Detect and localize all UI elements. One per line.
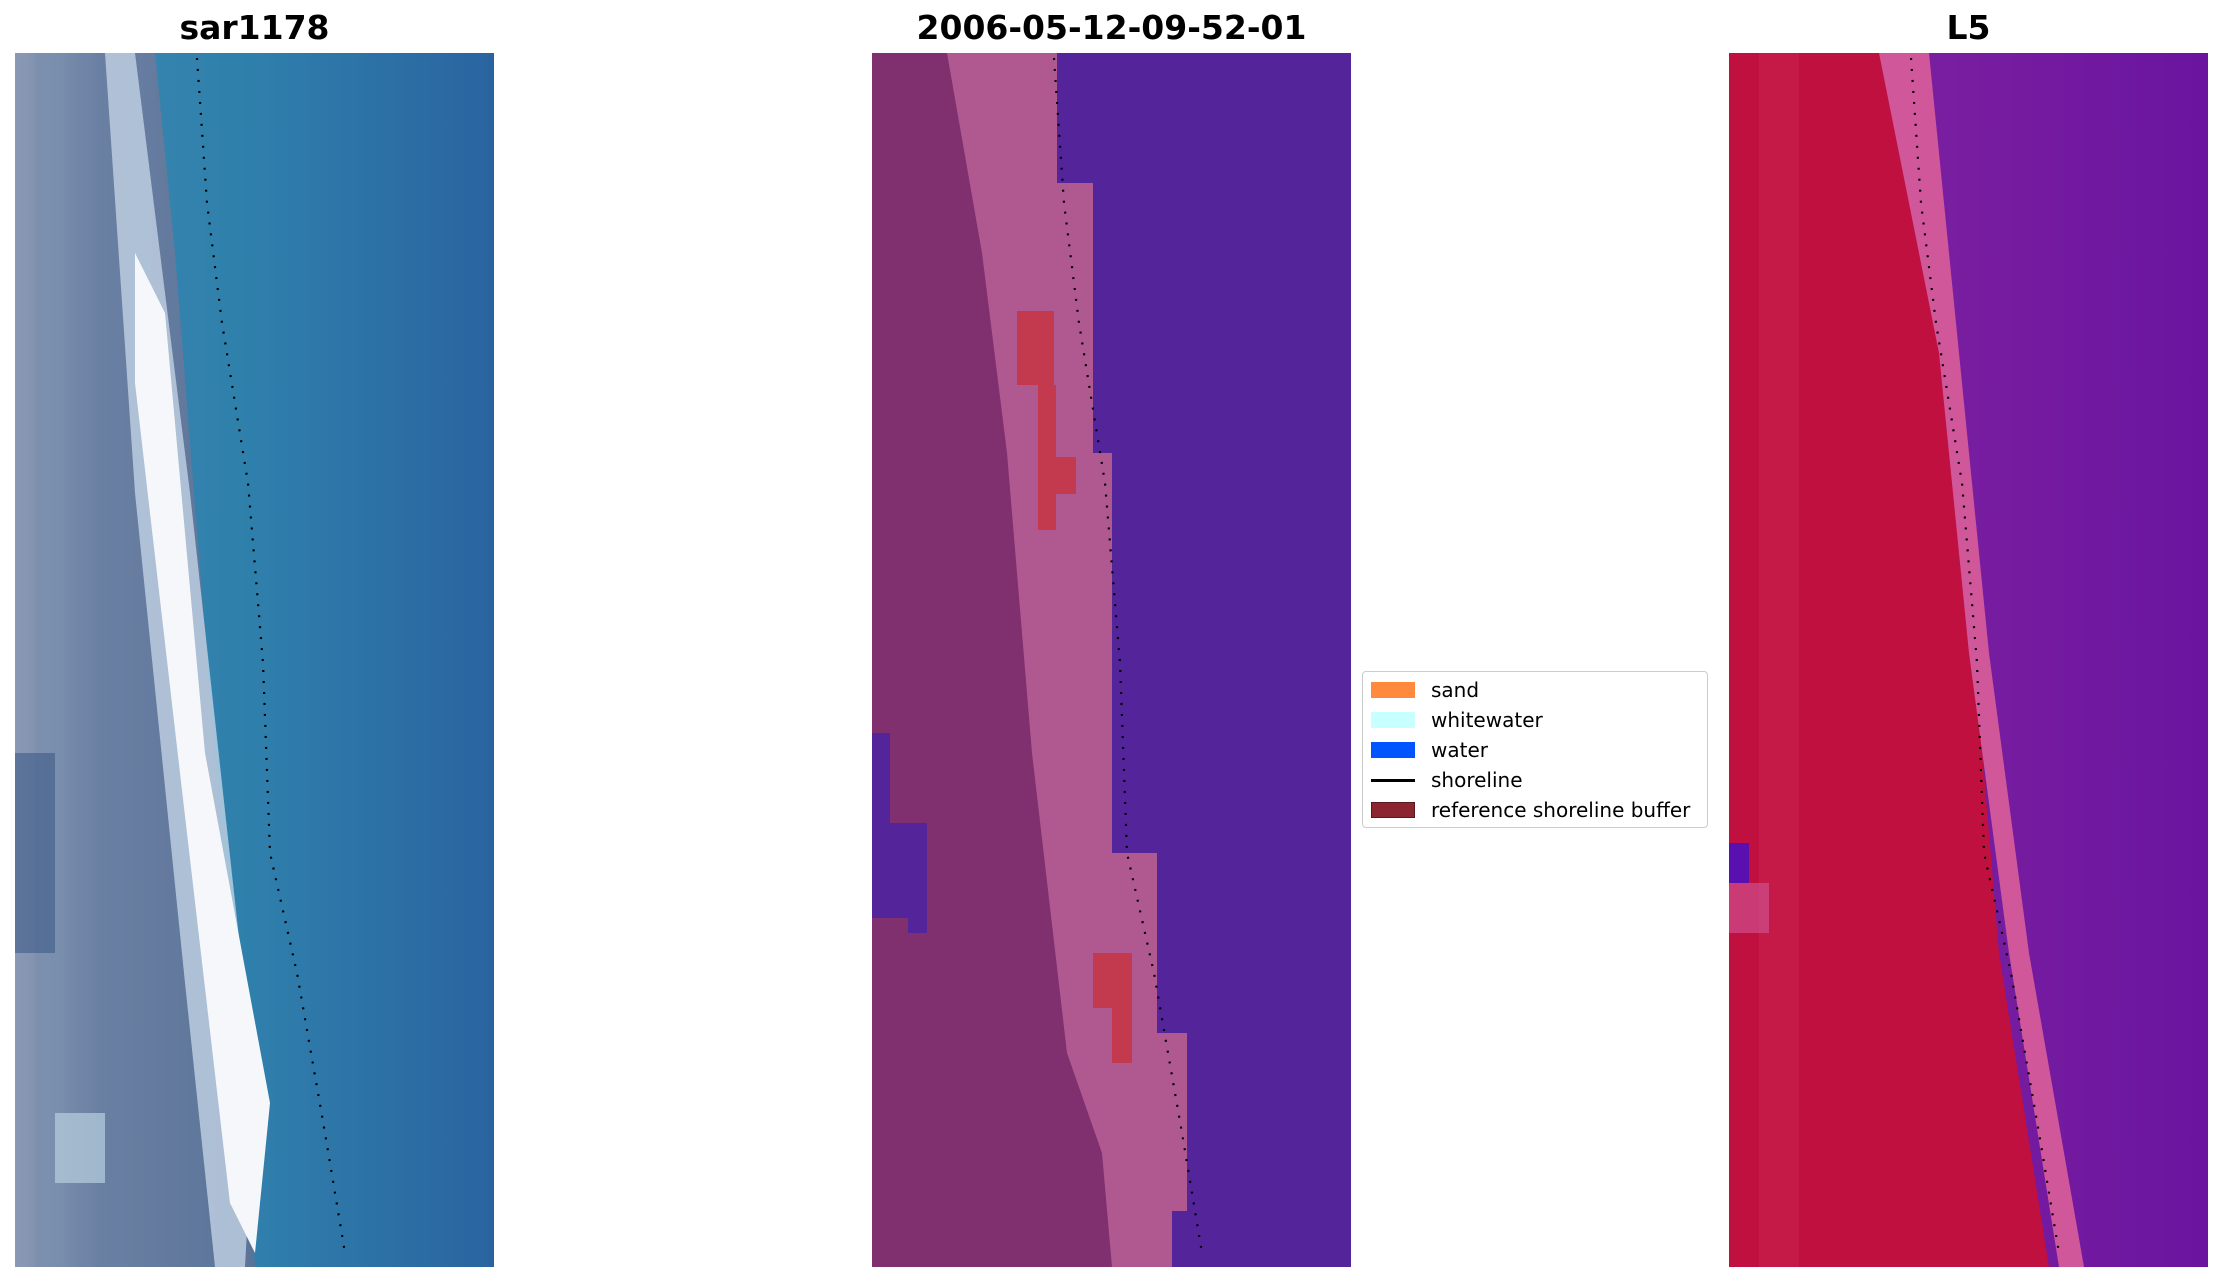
water-swatch (1371, 742, 1415, 758)
legend-label: sand (1431, 678, 1480, 702)
classified-image-panel (872, 53, 1351, 1267)
legend-label: shoreline (1431, 768, 1523, 792)
legend-item-water: water (1371, 738, 1488, 762)
classified-image (872, 53, 1351, 1267)
legend-item-shoreline: shoreline (1371, 768, 1523, 792)
buffer-swatch (1371, 802, 1415, 818)
whitewater-swatch (1371, 712, 1415, 728)
legend-item-buffer: reference shoreline buffer (1371, 798, 1691, 822)
legend: sand whitewater water shoreline referenc… (1362, 671, 1708, 828)
composite-image-panel (1729, 53, 2208, 1267)
legend-label: water (1431, 738, 1488, 762)
sand-swatch (1371, 682, 1415, 698)
rgb-image-panel (15, 53, 494, 1267)
legend-label: reference shoreline buffer (1431, 798, 1691, 822)
rgb-image (15, 53, 494, 1267)
shoreline-line-icon (1371, 778, 1415, 782)
panel-title-middle: 2006-05-12-09-52-01 (916, 8, 1307, 47)
legend-label: whitewater (1431, 708, 1543, 732)
legend-item-whitewater: whitewater (1371, 708, 1543, 732)
composite-image (1729, 53, 2208, 1267)
legend-item-sand: sand (1371, 678, 1480, 702)
panel-title-right: L5 (1946, 8, 1991, 47)
panel-title-left: sar1178 (179, 8, 330, 47)
